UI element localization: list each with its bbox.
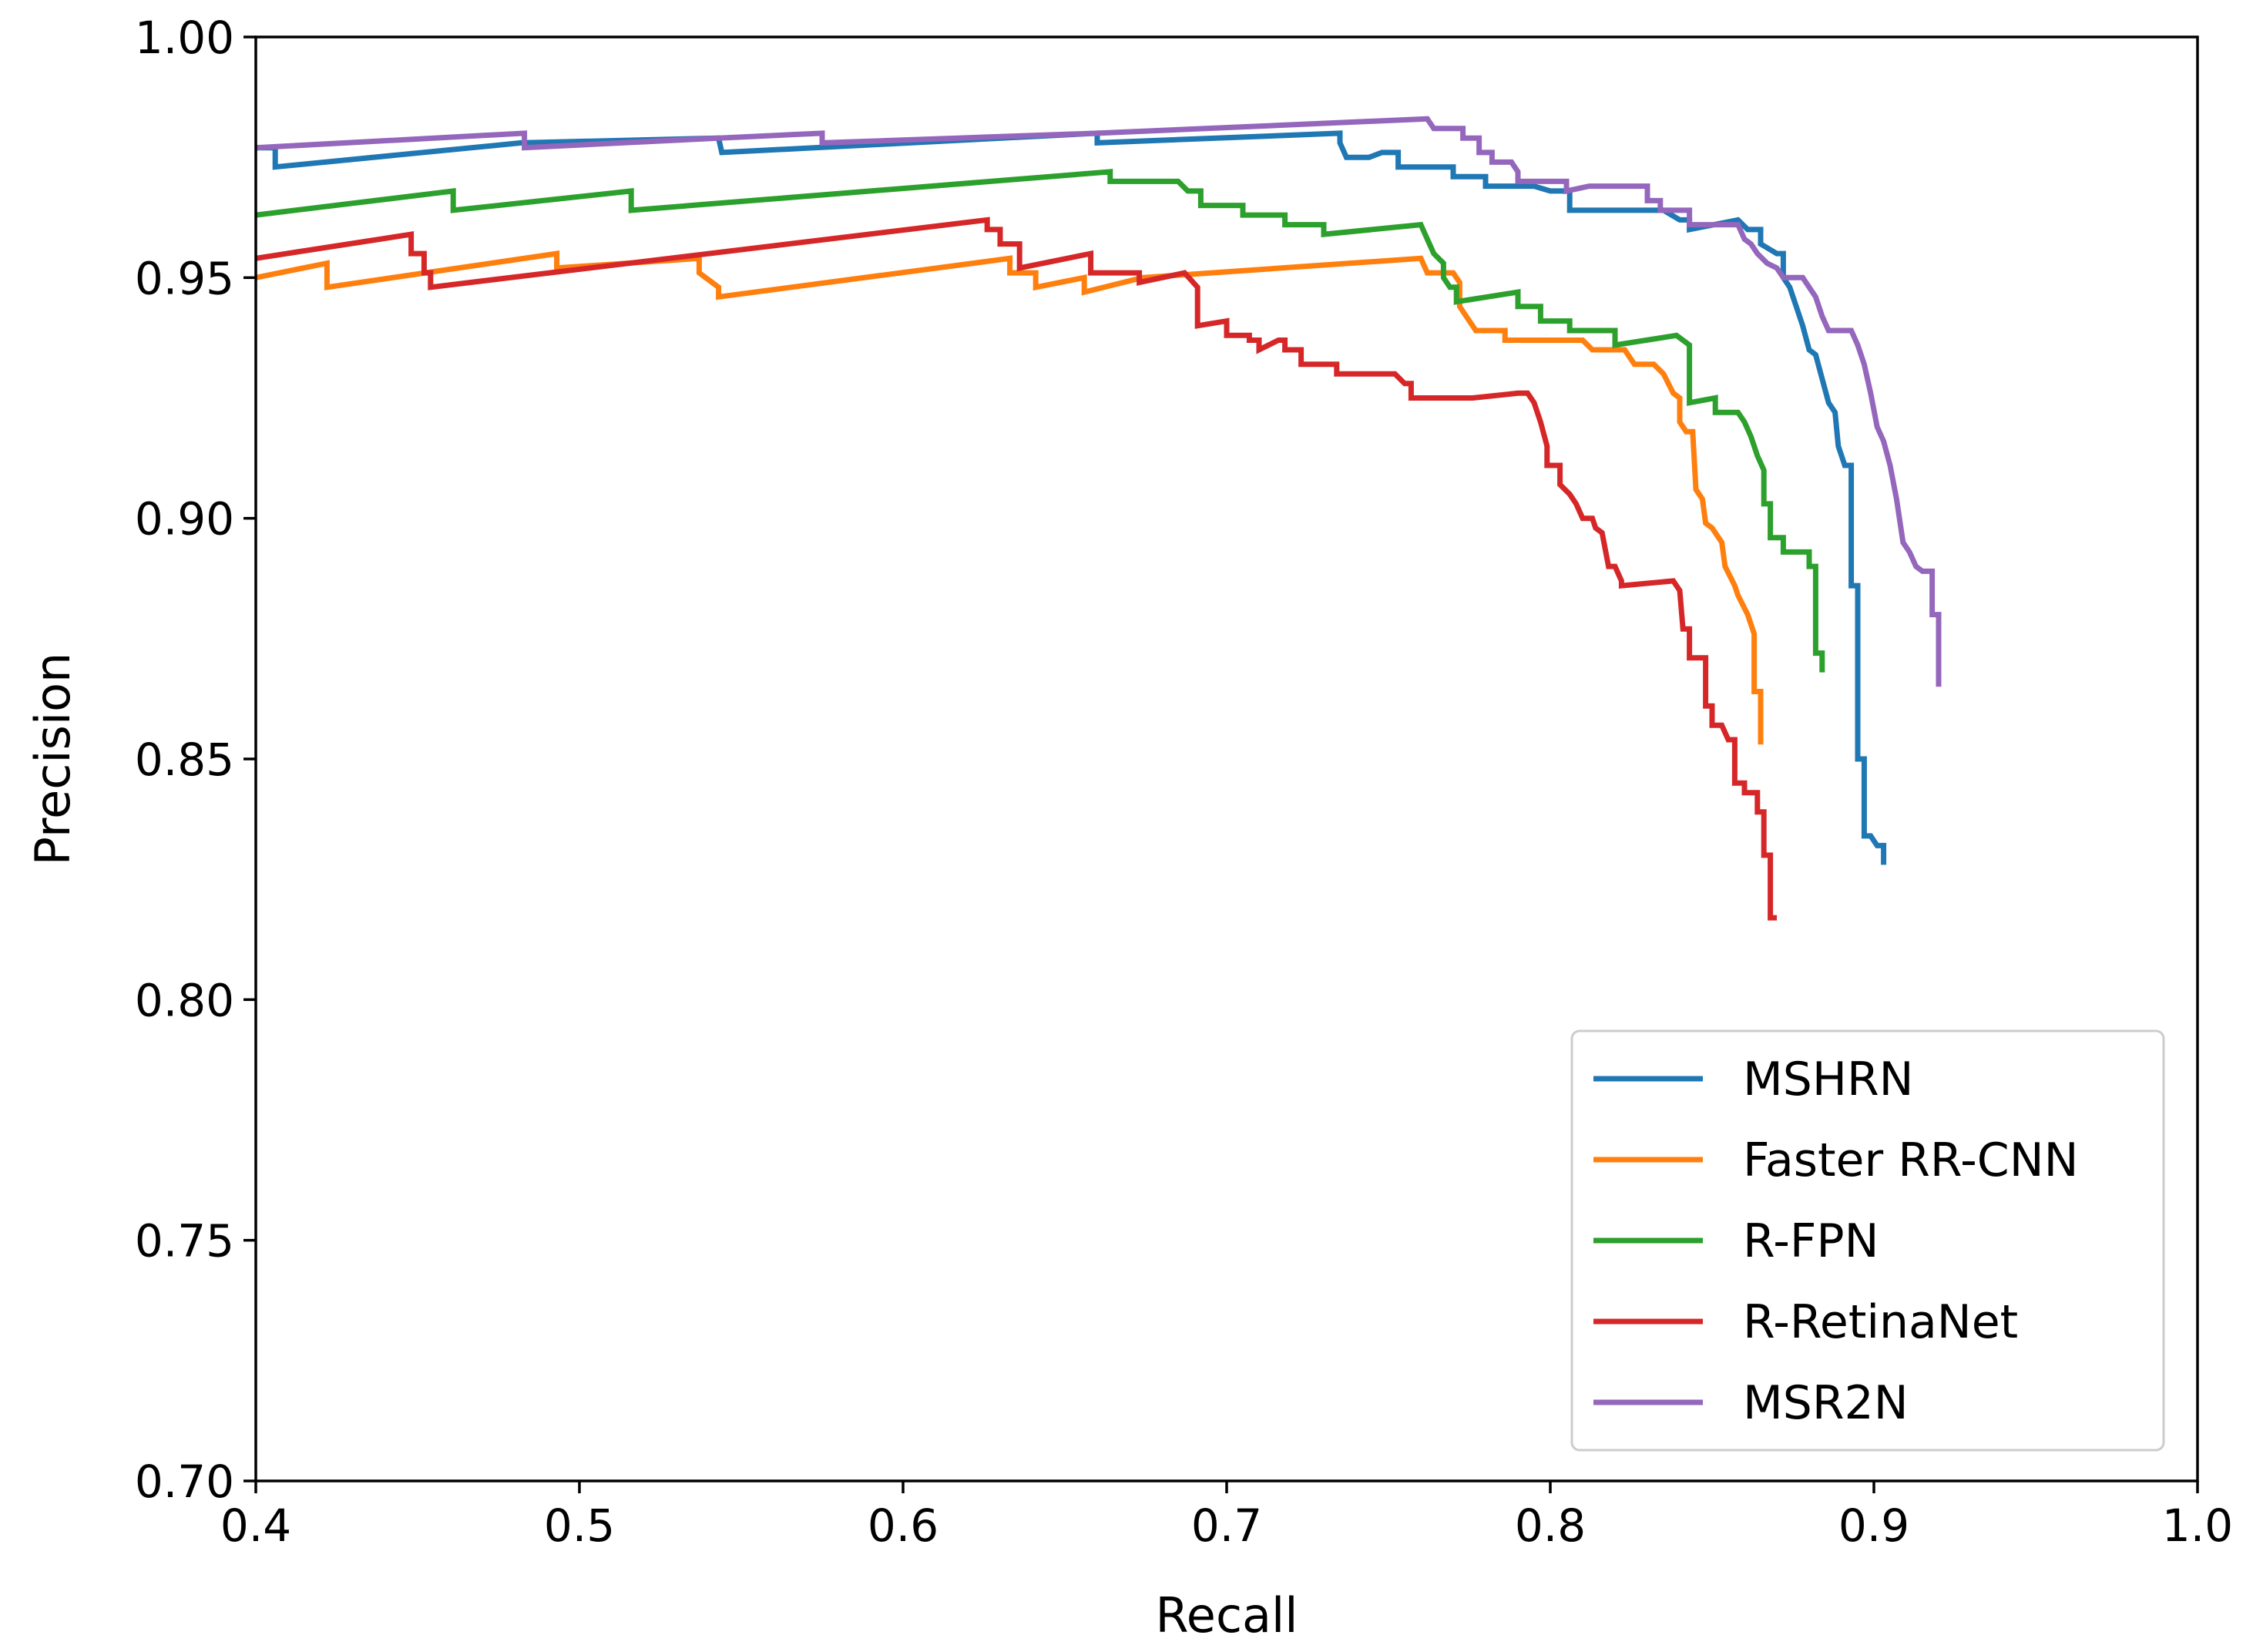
y-tick-label: 0.85 bbox=[135, 734, 234, 786]
y-tick-label: 0.95 bbox=[135, 252, 234, 304]
legend-label: MSR2N bbox=[1743, 1376, 1909, 1430]
y-tick-label: 0.70 bbox=[135, 1456, 234, 1508]
x-tick-label: 0.7 bbox=[1191, 1499, 1262, 1552]
x-tick-label: 0.9 bbox=[1838, 1499, 1909, 1552]
x-tick-label: 0.5 bbox=[544, 1499, 615, 1552]
series-line-r-fpn bbox=[255, 169, 1825, 673]
x-tick-label: 0.4 bbox=[220, 1499, 291, 1552]
legend-label: R-RetinaNet bbox=[1743, 1295, 2018, 1349]
y-tick-label: 0.90 bbox=[135, 493, 234, 546]
series-line-faster-rr-cnn bbox=[255, 250, 1764, 745]
legend-label: R-FPN bbox=[1743, 1214, 1879, 1268]
x-tick-label: 1.0 bbox=[2162, 1499, 2233, 1552]
y-tick-label: 0.80 bbox=[135, 974, 234, 1026]
legend-box bbox=[1570, 1029, 2165, 1452]
series-line-r-retinanet bbox=[255, 217, 1777, 921]
legend-label: Faster RR-CNN bbox=[1743, 1133, 2078, 1187]
x-axis-label: Recall bbox=[1156, 1587, 1298, 1644]
y-tick-label: 0.75 bbox=[135, 1215, 234, 1268]
y-axis-label: Precision bbox=[25, 653, 81, 866]
y-tick-label: 1.00 bbox=[135, 12, 234, 64]
legend-label: MSHRN bbox=[1743, 1053, 1914, 1106]
series-layer bbox=[255, 116, 1942, 921]
x-tick-label: 0.6 bbox=[868, 1499, 938, 1552]
x-tick-label: 0.8 bbox=[1515, 1499, 1586, 1552]
series-line-msr2n bbox=[255, 116, 1942, 687]
legend: MSHRN Faster RR-CNN R-FPN R-RetinaNet MSR2N bbox=[1570, 1029, 2165, 1452]
ticks-layer: 0.4 0.5 0.6 0.7 0.8 0.9 1.0 0.70 0.75 0.80 0.85 0.9… bbox=[135, 12, 2233, 1552]
